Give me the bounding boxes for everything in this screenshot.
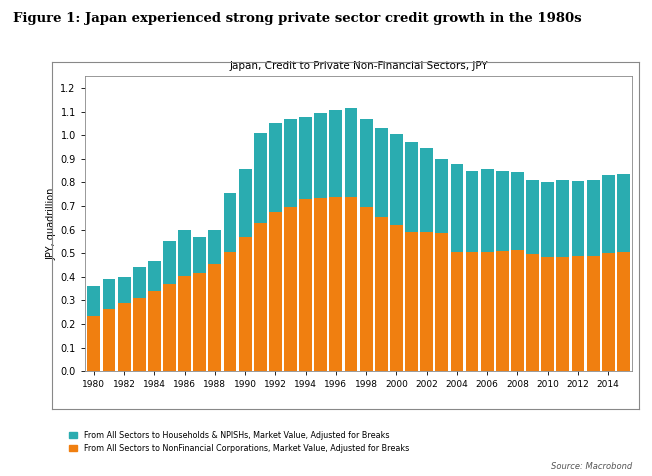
Bar — [299, 199, 312, 371]
Bar — [193, 273, 206, 371]
Bar — [556, 180, 569, 257]
Bar — [511, 172, 524, 250]
Bar — [541, 257, 554, 371]
Bar — [526, 180, 539, 254]
Bar — [436, 233, 448, 371]
Bar — [602, 253, 615, 371]
Bar — [466, 170, 479, 252]
Bar — [102, 279, 115, 309]
Bar — [209, 264, 221, 371]
Bar — [117, 277, 130, 303]
Bar — [345, 197, 357, 371]
Bar — [102, 309, 115, 371]
Bar — [299, 118, 312, 199]
Bar — [314, 113, 327, 198]
Bar — [405, 232, 418, 371]
Bar — [254, 133, 267, 223]
Bar — [133, 268, 145, 298]
Bar — [163, 284, 176, 371]
Bar — [481, 252, 494, 371]
Bar — [329, 110, 342, 197]
Legend: From All Sectors to Households & NPISHs, Market Value, Adjusted for Breaks, From: From All Sectors to Households & NPISHs,… — [69, 431, 409, 453]
Bar — [375, 128, 388, 217]
Bar — [178, 229, 191, 276]
Bar — [572, 256, 584, 371]
Bar — [390, 225, 403, 371]
Bar — [617, 252, 630, 371]
Bar — [556, 257, 569, 371]
Bar — [148, 261, 161, 291]
Bar — [496, 251, 509, 371]
Y-axis label: JPY, quadrillion: JPY, quadrillion — [46, 188, 56, 260]
Bar — [421, 232, 433, 371]
Bar — [345, 108, 357, 197]
Bar — [269, 123, 282, 212]
Bar — [436, 159, 448, 233]
Bar — [405, 142, 418, 232]
Bar — [117, 303, 130, 371]
Bar — [239, 169, 252, 237]
Bar — [239, 237, 252, 371]
Bar — [375, 217, 388, 371]
Bar — [314, 198, 327, 371]
Bar — [178, 276, 191, 371]
Bar — [526, 254, 539, 371]
Bar — [133, 298, 145, 371]
Bar — [390, 134, 403, 225]
Bar — [421, 148, 433, 232]
Bar — [496, 170, 509, 251]
Text: Figure 1: Japan experienced strong private sector credit growth in the 1980s: Figure 1: Japan experienced strong priva… — [13, 12, 582, 25]
Bar — [224, 193, 237, 252]
Bar — [360, 119, 372, 207]
Bar — [481, 169, 494, 252]
Bar — [87, 316, 100, 371]
Bar — [269, 212, 282, 371]
Bar — [572, 181, 584, 256]
Bar — [466, 252, 479, 371]
Bar — [602, 175, 615, 253]
Bar — [193, 237, 206, 273]
Bar — [329, 197, 342, 371]
Bar — [541, 182, 554, 257]
Bar — [451, 252, 464, 371]
Bar — [451, 164, 464, 252]
Bar — [284, 119, 297, 207]
Bar — [587, 180, 600, 256]
Bar — [511, 250, 524, 371]
Bar — [148, 291, 161, 371]
Text: Source: Macrobond: Source: Macrobond — [551, 462, 632, 471]
Bar — [209, 229, 221, 264]
Bar — [224, 252, 237, 371]
Bar — [360, 207, 372, 371]
Bar — [284, 207, 297, 371]
Title: Japan, Credit to Private Non-Financial Sectors, JPY: Japan, Credit to Private Non-Financial S… — [230, 61, 488, 71]
Bar — [163, 241, 176, 284]
Bar — [87, 286, 100, 316]
Bar — [617, 174, 630, 252]
Bar — [254, 223, 267, 371]
Bar — [587, 256, 600, 371]
